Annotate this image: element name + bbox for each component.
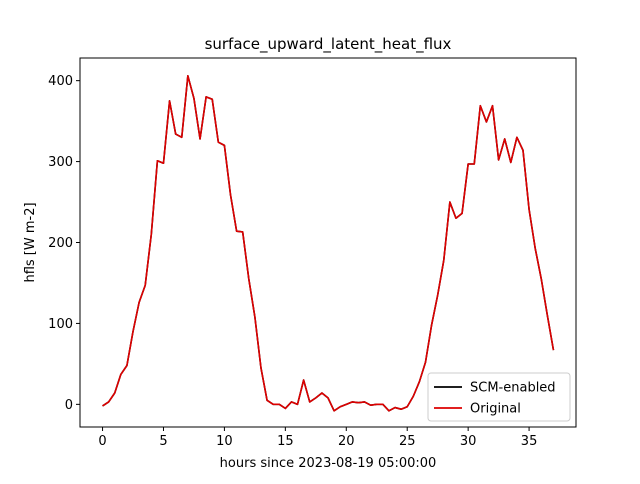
y-tick-label: 300 xyxy=(48,155,73,170)
chart-title: surface_upward_latent_heat_flux xyxy=(205,35,452,54)
y-tick-label: 100 xyxy=(48,317,73,332)
legend: SCM-enabled Original xyxy=(427,372,571,422)
series-line-original xyxy=(102,75,555,412)
plot-area xyxy=(80,58,576,427)
x-tick-label: 35 xyxy=(521,434,538,449)
x-tick-label: 25 xyxy=(399,434,416,449)
x-axis-label: hours since 2023-08-19 05:00:00 xyxy=(220,456,437,471)
x-tick-label: 30 xyxy=(460,434,477,449)
legend-entry-label: SCM-enabled xyxy=(470,381,556,396)
axes: 0 5 10 15 20 25 30 35 0 100 200 300 400 xyxy=(48,57,577,449)
x-tick-label: 15 xyxy=(277,434,294,449)
series-lines xyxy=(102,75,555,412)
x-tick-label: 0 xyxy=(98,434,106,449)
x-tick-label: 5 xyxy=(159,434,167,449)
y-tick-label: 400 xyxy=(48,74,73,89)
y-tick-label: 0 xyxy=(65,398,73,413)
x-tick-label: 20 xyxy=(338,434,355,449)
y-axis-label: hfls [W m-2] xyxy=(23,202,38,282)
legend-entry-label: Original xyxy=(470,402,521,417)
y-tick-label: 200 xyxy=(48,236,73,251)
legend-box xyxy=(427,372,571,422)
x-tick-label: 10 xyxy=(216,434,233,449)
